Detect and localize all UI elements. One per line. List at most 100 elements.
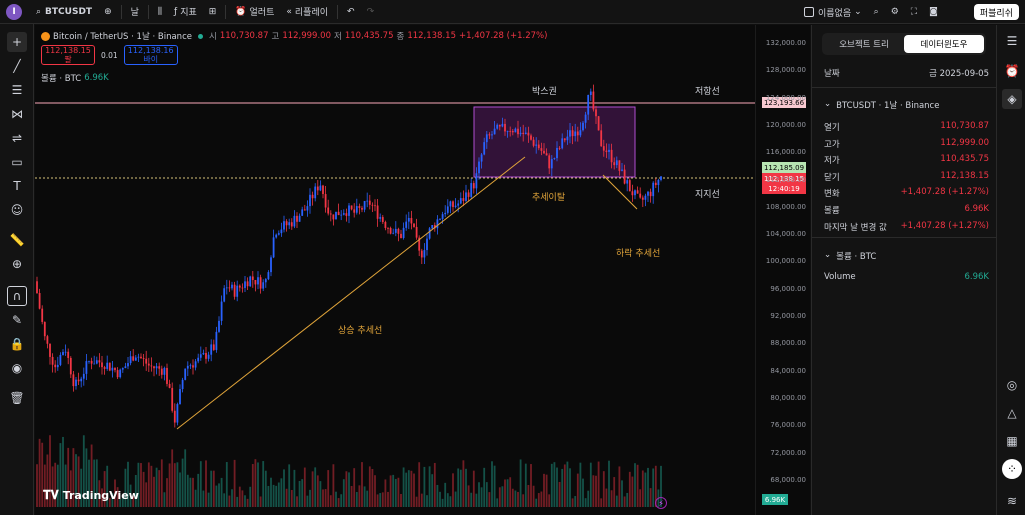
- ideas-icon[interactable]: △: [1007, 406, 1017, 420]
- lock-icon[interactable]: 🔒: [9, 337, 25, 351]
- watchlist-icon[interactable]: ☰: [1006, 34, 1018, 48]
- downtrend-label[interactable]: 하락 추세선: [616, 249, 661, 259]
- text-icon[interactable]: T: [13, 179, 21, 193]
- resistance-label[interactable]: 저항선: [695, 87, 720, 97]
- volume-bar: [483, 467, 486, 507]
- pattern-icon[interactable]: ⋈: [11, 107, 23, 121]
- volume-bar: [433, 462, 436, 507]
- lightning-icon[interactable]: ⚡: [655, 497, 667, 509]
- volume-bar: [329, 495, 332, 507]
- trash-icon[interactable]: 🗑: [9, 391, 25, 405]
- volume-bar: [558, 481, 561, 507]
- crosshair-icon[interactable]: +: [7, 32, 27, 52]
- redo-button[interactable]: ↷: [361, 0, 381, 24]
- price-axis[interactable]: 123,193.66 112,185.09 112,138.15 12:40:1…: [755, 25, 810, 515]
- signal-icon[interactable]: ≋: [1006, 494, 1018, 508]
- symbol-search-button[interactable]: ⌕ BTCUSDT: [36, 6, 93, 17]
- volume-bar: [514, 490, 517, 507]
- volume-bar: [550, 463, 553, 507]
- candle-body: [43, 321, 46, 337]
- lock-drawing-icon[interactable]: ✎: [11, 313, 23, 327]
- alert-button[interactable]: ⏰ 얼러트: [235, 6, 275, 19]
- volume-bar: [322, 489, 324, 507]
- layout-name-button[interactable]: 이름없음 ⌄: [798, 0, 868, 24]
- chart-pane[interactable]: Bitcoin / TetherUS · 1날 · Binance 시 110,7…: [35, 25, 755, 515]
- candle-body: [472, 183, 475, 189]
- candle-body: [309, 194, 311, 207]
- volume-bar: [602, 471, 605, 507]
- apps-icon[interactable]: ⁘: [1002, 459, 1022, 479]
- volume-bar: [257, 462, 259, 507]
- emoji-icon[interactable]: ☺: [10, 203, 24, 217]
- volume-bar: [358, 485, 361, 507]
- breakdown-label[interactable]: 추세이탈: [532, 193, 566, 203]
- tab-data-window[interactable]: 데이터윈도우: [904, 35, 984, 53]
- candle-body: [444, 212, 447, 215]
- fullscreen-button[interactable]: ⛶: [905, 0, 923, 24]
- snapshot-button[interactable]: ◙: [923, 0, 944, 24]
- support-label[interactable]: 지지선: [695, 190, 720, 200]
- fib-icon[interactable]: ☰: [11, 83, 23, 97]
- calendar-icon[interactable]: ▦: [1006, 434, 1018, 448]
- chart-type-button[interactable]: ⫼: [152, 0, 168, 24]
- candle-body: [407, 217, 410, 222]
- candle-body: [75, 379, 77, 387]
- chart-canvas[interactable]: [35, 25, 755, 515]
- magnet-icon[interactable]: ∩: [7, 286, 27, 306]
- chevron-down-icon: ⌄: [824, 99, 832, 109]
- settings-button[interactable]: ⚙: [885, 0, 905, 24]
- candle-body: [569, 130, 571, 137]
- volume-bar: [236, 496, 239, 507]
- indicators-button[interactable]: ƒ 지표: [174, 6, 197, 19]
- trendline-icon[interactable]: ╱: [13, 59, 21, 73]
- interval-button[interactable]: 날: [130, 8, 139, 18]
- candle-body: [478, 161, 480, 174]
- candle-body: [342, 213, 345, 215]
- candle-body: [579, 130, 582, 136]
- forecast-icon[interactable]: ⇌: [11, 131, 23, 145]
- candle-body: [207, 354, 210, 359]
- price-axis-label: 132,000.00: [765, 39, 806, 47]
- box-range-label[interactable]: 박스권: [532, 87, 557, 97]
- replay-button[interactable]: « 리플레이: [286, 6, 329, 19]
- volume-bar: [600, 498, 603, 507]
- volume-bar: [457, 468, 460, 507]
- candle-body: [176, 404, 179, 423]
- candle-body: [584, 114, 587, 123]
- undo-button[interactable]: ↶: [341, 0, 361, 24]
- symbol-section-header[interactable]: ⌄ BTCUSDT · 1날 · Binance: [824, 99, 940, 111]
- volume-bar: [426, 495, 428, 507]
- volume-bar: [288, 464, 291, 507]
- buy-button[interactable]: 112,138.16 바이: [123, 45, 178, 65]
- volume-bar: [301, 479, 304, 507]
- candle-body: [259, 277, 262, 289]
- volume-bar: [644, 472, 647, 507]
- eye-icon[interactable]: ◉: [11, 361, 23, 375]
- layers-icon[interactable]: ◈: [1002, 89, 1022, 109]
- ruler-icon[interactable]: 📏: [9, 233, 25, 247]
- quick-search-button[interactable]: ⌕: [868, 0, 885, 24]
- search-icon: ⌕: [873, 7, 879, 17]
- volume-bar: [244, 495, 246, 507]
- sell-button[interactable]: 112,138.15 팔: [41, 45, 95, 65]
- volume-bar: [574, 496, 577, 507]
- compare-symbol-button[interactable]: ⊕: [98, 0, 118, 24]
- volume-section-header[interactable]: ⌄ 볼륨 · BTC: [824, 250, 877, 262]
- price-axis-label: 100,000.00: [765, 257, 806, 266]
- publish-button[interactable]: 퍼블리쉬: [973, 4, 1019, 20]
- candle-body: [535, 144, 538, 146]
- user-avatar[interactable]: I: [6, 3, 22, 20]
- zoom-icon[interactable]: ⊕: [11, 257, 23, 271]
- volume-bar: [392, 474, 395, 507]
- templates-button[interactable]: ⊞: [203, 0, 223, 24]
- candle-body: [267, 272, 270, 280]
- alerts-icon[interactable]: ⏰: [1004, 64, 1020, 78]
- volume-bar: [405, 472, 408, 507]
- candle-body: [574, 131, 577, 137]
- volume-bar: [194, 489, 197, 507]
- shapes-icon[interactable]: ▭: [11, 155, 23, 169]
- tab-object-tree[interactable]: 오브젝트 트리: [839, 40, 889, 50]
- uptrend-label[interactable]: 상승 추세선: [338, 326, 383, 336]
- downtrend-line: [602, 174, 638, 210]
- target-icon[interactable]: ◎: [1006, 378, 1018, 392]
